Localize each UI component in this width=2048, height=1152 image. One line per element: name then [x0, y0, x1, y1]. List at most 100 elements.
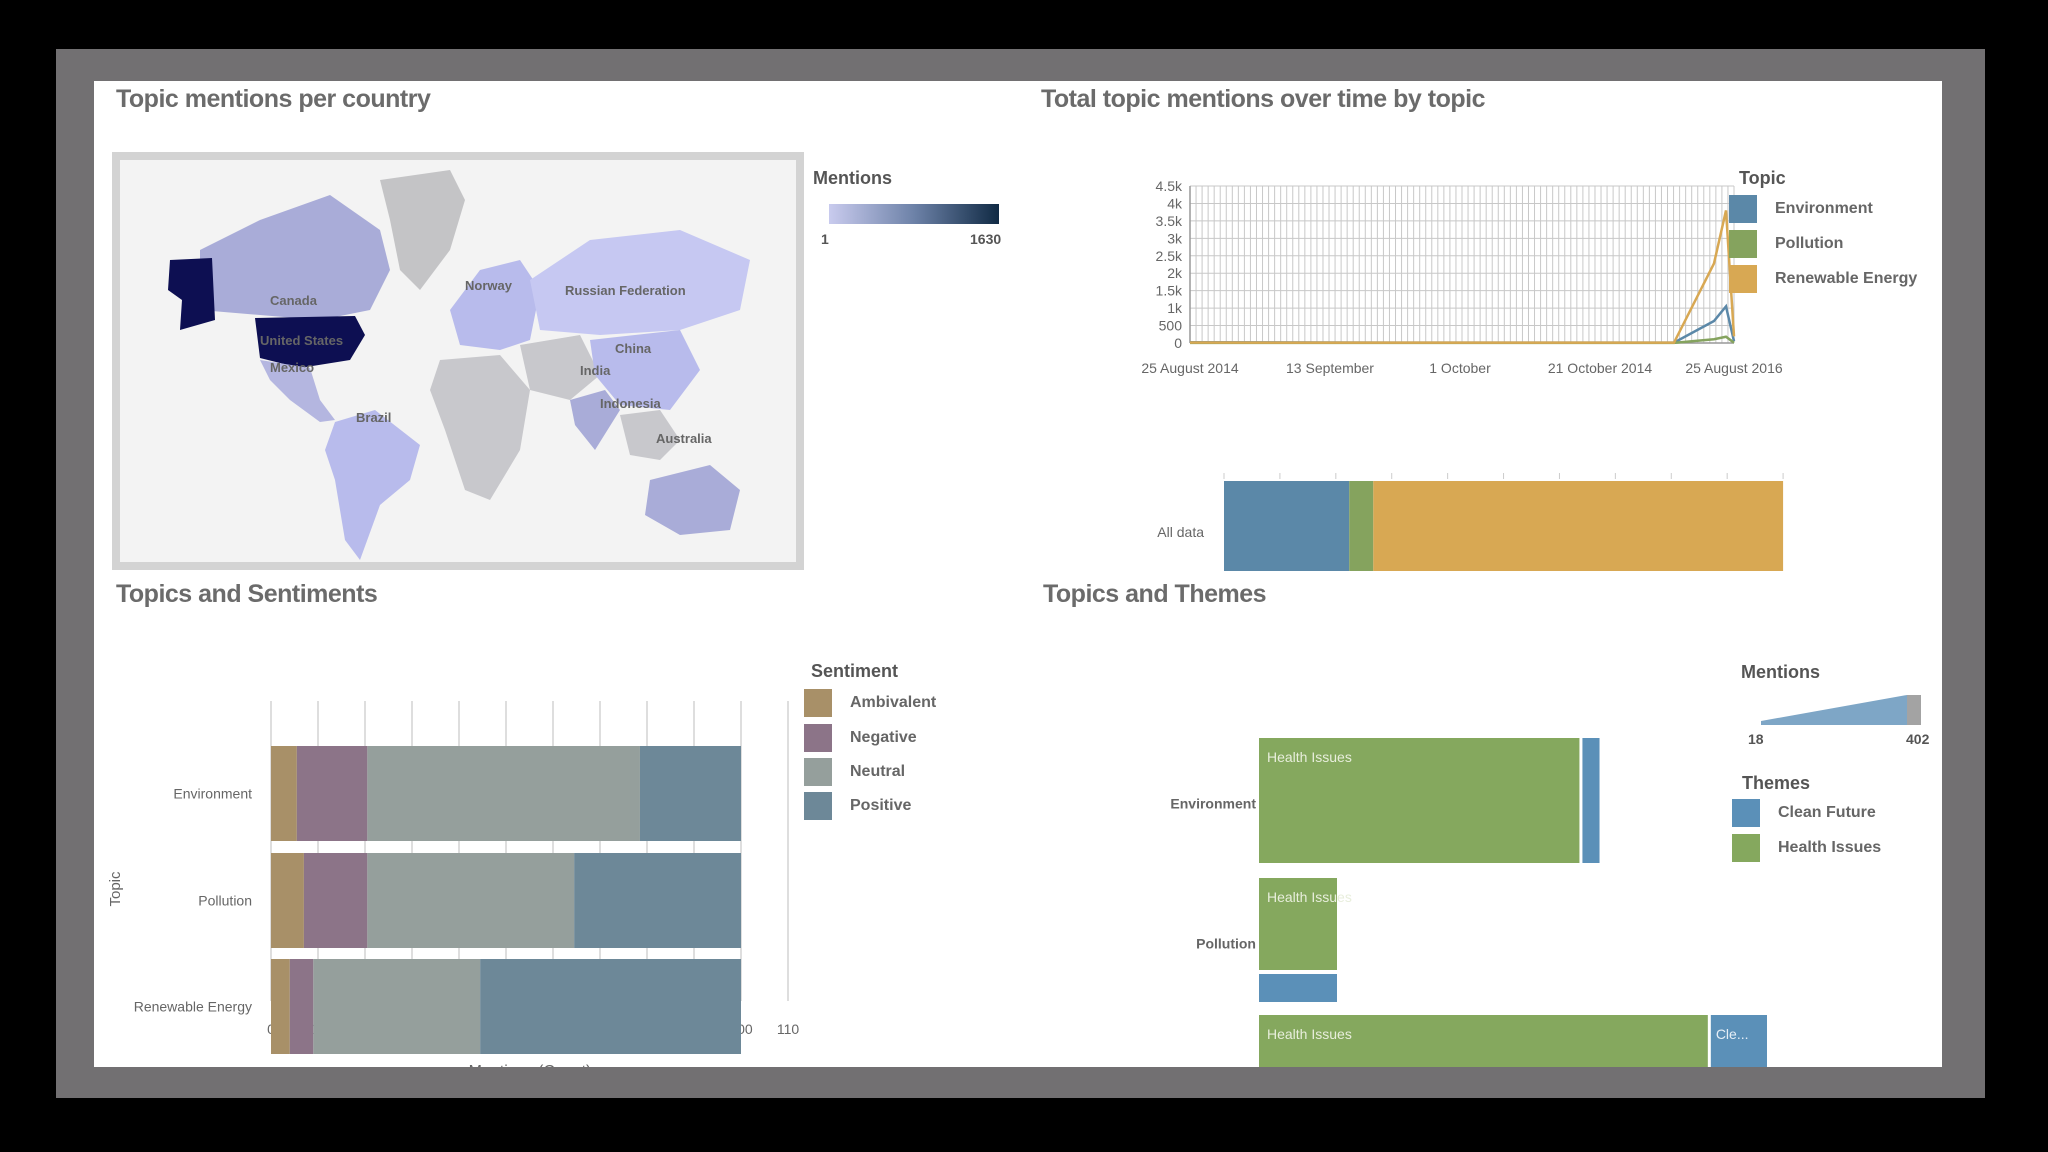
bar-segment — [639, 746, 741, 841]
y-category-label: Renewable Energy — [134, 999, 252, 1015]
legend-item-neutral[interactable]: Neutral — [804, 758, 905, 786]
map-legend-min: 1 — [821, 231, 829, 247]
legend-label: Positive — [850, 797, 912, 814]
mentions-legend-title: Mentions — [1741, 662, 1820, 682]
y-category-label: Environment — [173, 786, 252, 802]
middle-east-shape[interactable] — [520, 335, 600, 400]
dashboard: Topic mentions per country — [94, 81, 1942, 1067]
y-category-label: Pollution — [1196, 936, 1256, 952]
y-tick-label: 2k — [1167, 265, 1183, 281]
series-line — [1189, 210, 1736, 344]
y-tick-label: 3.5k — [1156, 213, 1183, 229]
treemap-cell — [1259, 974, 1337, 1002]
alaska-shape[interactable] — [168, 258, 215, 330]
legend-item-negative[interactable]: Negative — [804, 724, 917, 752]
clean-future-swatch — [1732, 799, 1760, 827]
x-tick-label: 25 August 2016 — [1685, 360, 1783, 376]
x-tick-label: 25 August 2014 — [1141, 360, 1239, 376]
y-tick-label: 4k — [1167, 195, 1183, 211]
india-shape[interactable] — [570, 390, 620, 450]
world-map-svg: Canada United States Mexico Brazil Norwa… — [168, 170, 750, 560]
map-panel-title: Topic mentions per country — [116, 85, 431, 113]
map-label-indonesia: Indonesia — [600, 396, 661, 411]
south-america-shape[interactable] — [325, 410, 420, 560]
map-label-brazil: Brazil — [356, 410, 391, 425]
legend-label: Environment — [1775, 200, 1873, 217]
legend-label: Negative — [850, 729, 917, 746]
legend-item-ambivalent[interactable]: Ambivalent — [804, 689, 936, 717]
themes-legend-title: Themes — [1742, 773, 1811, 793]
y-tick-label: 3k — [1167, 230, 1183, 246]
legend-item-environment[interactable]: Environment — [1729, 195, 1873, 223]
cell-label: Health Issues — [1267, 889, 1352, 905]
africa-shape[interactable] — [430, 355, 530, 500]
canada-shape[interactable] — [200, 195, 390, 320]
legend-item-positive[interactable]: Positive — [804, 792, 911, 820]
pollution-swatch — [1729, 230, 1757, 258]
legend-item-health-issues[interactable]: Health Issues — [1732, 834, 1881, 862]
mentions-size-scale — [1761, 695, 1921, 725]
legend-item-pollution[interactable]: Pollution — [1729, 230, 1843, 258]
x-axis-title: Mentions (Count) — [469, 1063, 592, 1067]
china-shape[interactable] — [590, 330, 700, 410]
legend-label: Neutral — [850, 763, 906, 780]
legend-item-clean-future[interactable]: Clean Future — [1732, 799, 1876, 827]
renewable-energy-swatch — [1729, 265, 1757, 293]
y-tick-label: 500 — [1159, 318, 1183, 334]
mexico-shape[interactable] — [260, 360, 335, 422]
bar-segment — [271, 959, 290, 1054]
map-label-norway: Norway — [465, 278, 513, 293]
sentiments-panel-title: Topics and Sentiments — [116, 580, 378, 608]
y-tick-label: 4.5k — [1156, 178, 1183, 194]
treemap-cell — [1259, 738, 1580, 863]
cell-label: Health Issues — [1267, 1026, 1352, 1042]
legend-label: Pollution — [1775, 235, 1844, 252]
y-axis-title: Topic — [107, 871, 124, 907]
map-color-scale — [829, 204, 999, 224]
health-issues-swatch — [1732, 834, 1760, 862]
timeline-legend-title: Topic — [1739, 168, 1786, 188]
y-category-label: Environment — [1170, 796, 1256, 812]
map-label-mexico: Mexico — [270, 360, 314, 375]
treemap-cell — [1582, 738, 1600, 863]
neutral-swatch — [804, 758, 832, 786]
russia-shape[interactable] — [530, 230, 750, 335]
world-map[interactable]: Canada United States Mexico Brazil Norwa… — [112, 152, 804, 570]
bar-segment — [367, 853, 575, 948]
treemap-cell — [1259, 1015, 1708, 1067]
europe-shape[interactable] — [450, 260, 540, 350]
legend-label: Health Issues — [1778, 839, 1882, 856]
map-label-united-states: United States — [260, 333, 343, 348]
australia-shape[interactable] — [645, 465, 740, 535]
sentiment-legend-title: Sentiment — [811, 661, 899, 681]
x-tick-label: 13 September — [1286, 360, 1374, 376]
y-tick-label: 1.5k — [1156, 283, 1183, 299]
positive-swatch — [804, 792, 832, 820]
map-label-australia: Australia — [656, 431, 712, 446]
bar-segment — [574, 853, 741, 948]
y-category-label: Pollution — [198, 893, 252, 909]
map-legend-title: Mentions — [813, 168, 892, 188]
united-states-shape[interactable] — [255, 316, 365, 368]
treemap-cell — [1710, 1015, 1767, 1067]
indonesia-shape[interactable] — [620, 410, 680, 460]
mentions-legend-min: 18 — [1748, 731, 1764, 747]
y-tick-label: 1k — [1167, 300, 1183, 316]
legend-label: Ambivalent — [850, 694, 937, 711]
legend-label: Clean Future — [1778, 804, 1876, 821]
y-tick-label: 2.5k — [1156, 248, 1183, 264]
greenland-shape[interactable] — [380, 170, 465, 290]
map-label-canada: Canada — [270, 293, 318, 308]
map-label-russia: Russian Federation — [565, 283, 686, 298]
map-legend-max: 1630 — [970, 231, 1002, 247]
x-tick-label: 1 October — [1429, 360, 1491, 376]
bar-segment — [1349, 481, 1374, 571]
bar-segment — [271, 746, 297, 841]
bar-segment — [1224, 481, 1350, 571]
x-tick-label: 110 — [777, 1021, 800, 1037]
legend-item-renewable-energy[interactable]: Renewable Energy — [1729, 265, 1917, 293]
map-label-china: China — [615, 341, 652, 356]
bar-category-label: All data — [1157, 524, 1204, 540]
sentiments-chart: 0102030405060708090100110EnvironmentPoll… — [107, 701, 800, 1067]
